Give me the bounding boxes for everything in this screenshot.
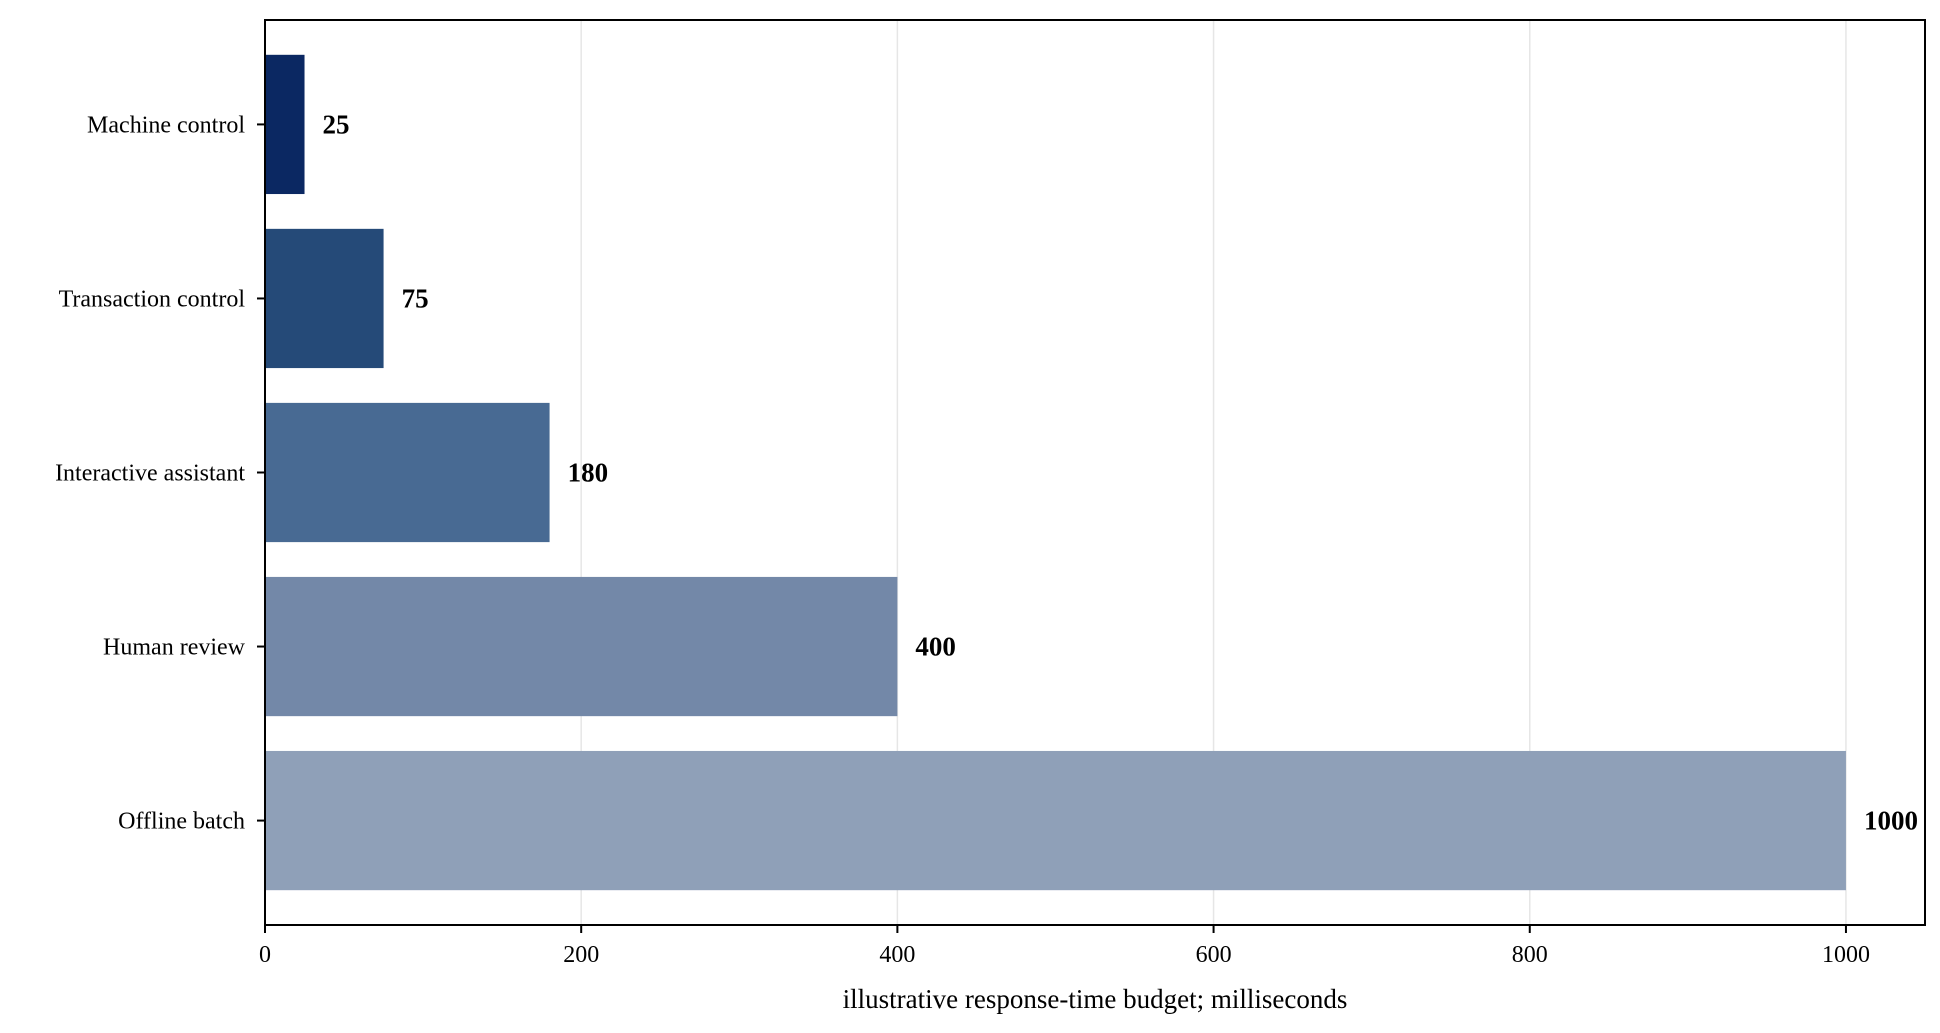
value-label: 25: [323, 109, 350, 139]
y-tick-label: Human review: [103, 635, 246, 661]
x-tick-label: 0: [259, 942, 271, 968]
x-axis-label: illustrative response-time budget; milli…: [843, 984, 1348, 1014]
bar: [265, 402, 550, 543]
value-label: 1000: [1864, 806, 1918, 836]
value-label: 75: [402, 283, 429, 313]
x-axis-ticks: 0 200 400 600 800 1000: [259, 925, 1870, 968]
x-tick-label: 600: [1196, 942, 1232, 968]
bars-group: [265, 54, 1846, 891]
bar: [265, 750, 1846, 891]
x-tick-label: 1000: [1822, 942, 1870, 968]
y-tick-label: Transaction control: [59, 286, 246, 312]
bar: [265, 576, 898, 717]
x-tick-label: 400: [879, 942, 915, 968]
x-tick-label: 800: [1512, 942, 1548, 968]
y-tick-label: Interactive assistant: [55, 461, 245, 487]
value-label: 180: [568, 458, 609, 488]
bar: [265, 228, 384, 369]
y-tick-label: Machine control: [87, 112, 245, 138]
y-tick-label: Offline batch: [118, 809, 245, 835]
bar: [265, 54, 305, 195]
value-labels: 25 75 180 400 1000: [323, 109, 1918, 835]
x-tick-label: 200: [563, 942, 599, 968]
value-label: 400: [915, 632, 956, 662]
y-axis-ticks: Machine control Transaction control Intera…: [55, 112, 265, 835]
